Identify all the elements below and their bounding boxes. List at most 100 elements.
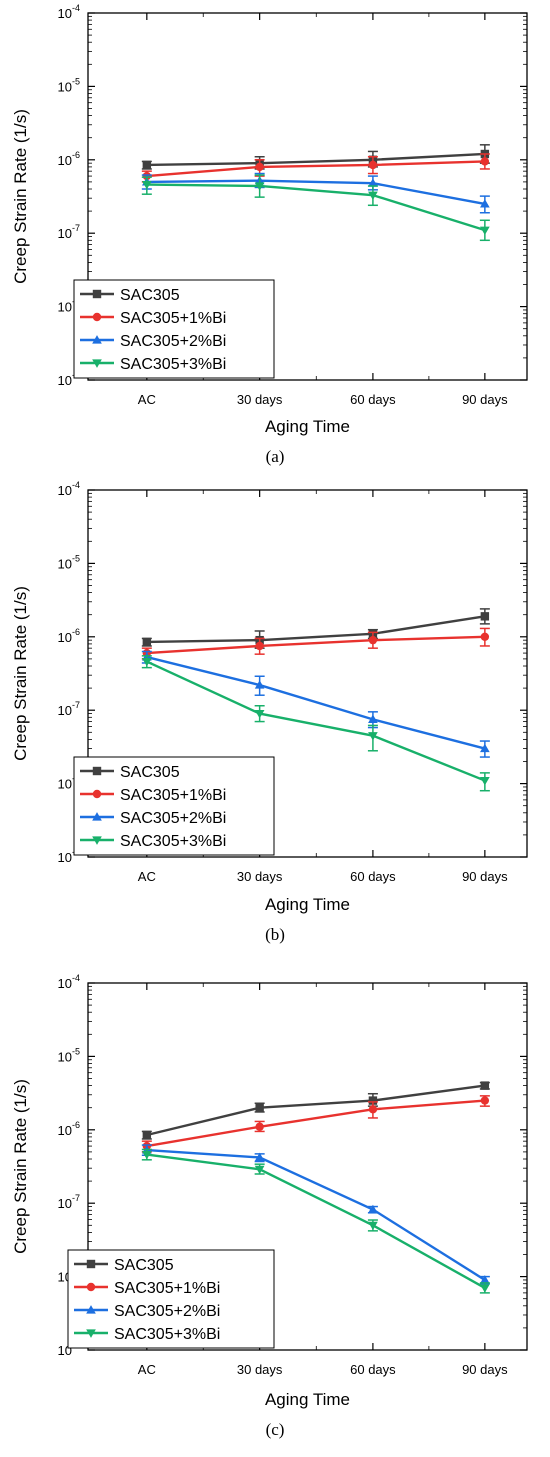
legend-label: SAC305+3%Bi (120, 356, 226, 373)
legend-label: SAC305+3%Bi (120, 833, 226, 850)
panel-caption: (c) (266, 1420, 285, 1439)
series-line (146, 615, 486, 644)
data-point (141, 180, 152, 190)
legend-label: SAC305+1%Bi (120, 787, 226, 804)
x-axis-title: Aging Time (265, 1390, 350, 1409)
data-point (480, 157, 490, 166)
x-axis-title: Aging Time (265, 417, 350, 436)
series-line (146, 152, 485, 167)
data-point (480, 226, 490, 235)
y-tick-label: 10-6 (58, 1120, 80, 1138)
series-2 (141, 172, 490, 214)
legend-marker (92, 766, 102, 776)
data-point (142, 160, 152, 170)
legend-marker (92, 312, 102, 322)
legend: SAC305 SAC305+1%Bi SAC305+2%Bi SAC305+3%Bi (67, 1249, 275, 1349)
x-axis-title: Aging Time (265, 895, 350, 914)
series-line (146, 635, 485, 655)
plot-frame (87, 982, 528, 1351)
series-line (146, 1153, 486, 1290)
x-tick-label: 30 days (237, 1362, 283, 1377)
x-tick-label: 90 days (462, 392, 508, 407)
series-1 (141, 1095, 490, 1153)
data-point (255, 162, 264, 172)
legend-marker (86, 1282, 96, 1292)
legend-label: SAC305+2%Bi (114, 1303, 220, 1320)
y-axis-title: Creep Strain Rate (1/s) (11, 1079, 30, 1254)
x-tick-label: 60 days (350, 869, 396, 884)
data-point (254, 1152, 265, 1162)
x-tick-label: AC (138, 1362, 156, 1377)
legend-label: SAC305+2%Bi (120, 810, 226, 827)
x-tick-label: AC (138, 869, 156, 884)
legend-marker (92, 812, 102, 821)
x-tick-label: 30 days (237, 392, 283, 407)
data-point (480, 743, 490, 753)
series-3 (141, 174, 490, 242)
data-point (480, 1275, 490, 1284)
panel-caption: (b) (265, 925, 285, 944)
series-2 (141, 650, 490, 758)
data-point (368, 1096, 378, 1105)
legend-label: SAC305 (120, 287, 180, 304)
data-point (480, 1096, 490, 1105)
series-3 (141, 1148, 490, 1294)
x-tick-label: 30 days (237, 869, 283, 884)
legend-label: SAC305+1%Bi (120, 310, 226, 327)
data-point (254, 182, 265, 191)
data-point (368, 160, 378, 170)
y-tick-label: 10-5 (58, 1046, 80, 1064)
y-tick-label: 10-7 (58, 223, 80, 241)
series-line (146, 660, 486, 782)
plot-frame (87, 489, 528, 858)
data-point (480, 612, 490, 621)
legend-marker (86, 1329, 96, 1338)
data-point (368, 732, 378, 741)
y-tick-label: 10-7 (58, 1193, 80, 1211)
series-line (146, 655, 486, 750)
series-1 (141, 627, 490, 660)
legend-marker (92, 359, 102, 368)
data-point (480, 776, 490, 786)
legend-frame (73, 756, 275, 856)
data-point (141, 1150, 152, 1160)
data-point (480, 1081, 490, 1090)
legend-marker (92, 289, 102, 299)
series-3 (141, 655, 490, 792)
series-line (146, 160, 485, 178)
data-point (368, 714, 378, 723)
legend-marker (92, 789, 102, 799)
series-1 (141, 153, 490, 183)
data-point (368, 1204, 378, 1214)
y-tick-label: 10-5 (58, 553, 80, 571)
series-line (146, 1099, 485, 1148)
legend: SAC305 SAC305+1%Bi SAC305+2%Bi SAC305+3%Bi (73, 279, 275, 379)
legend-marker (92, 335, 102, 344)
y-tick-label: 10-6 (58, 627, 80, 645)
data-point (142, 1130, 152, 1140)
data-point (254, 680, 265, 689)
x-tick-label: 60 days (350, 1362, 396, 1377)
y-tick-label: 10-4 (58, 480, 80, 498)
legend-label: SAC305+3%Bi (114, 1326, 220, 1343)
legend-label: SAC305 (114, 1257, 174, 1274)
data-point (255, 1122, 264, 1131)
series-0 (141, 1081, 490, 1140)
x-tick-label: 60 days (350, 392, 396, 407)
legend-label: SAC305+1%Bi (114, 1280, 220, 1297)
x-tick-label: 90 days (462, 1362, 508, 1377)
data-point (368, 1105, 378, 1114)
panel-caption: (a) (266, 447, 285, 466)
y-axis-title: Creep Strain Rate (1/s) (11, 109, 30, 284)
data-point (142, 637, 152, 647)
x-tick-label: 90 days (462, 869, 508, 884)
legend-marker (86, 1259, 96, 1269)
data-point (254, 1165, 265, 1175)
y-tick-label: 10-7 (58, 700, 80, 718)
data-point (480, 199, 490, 208)
y-tick-label: 10-5 (58, 76, 80, 94)
